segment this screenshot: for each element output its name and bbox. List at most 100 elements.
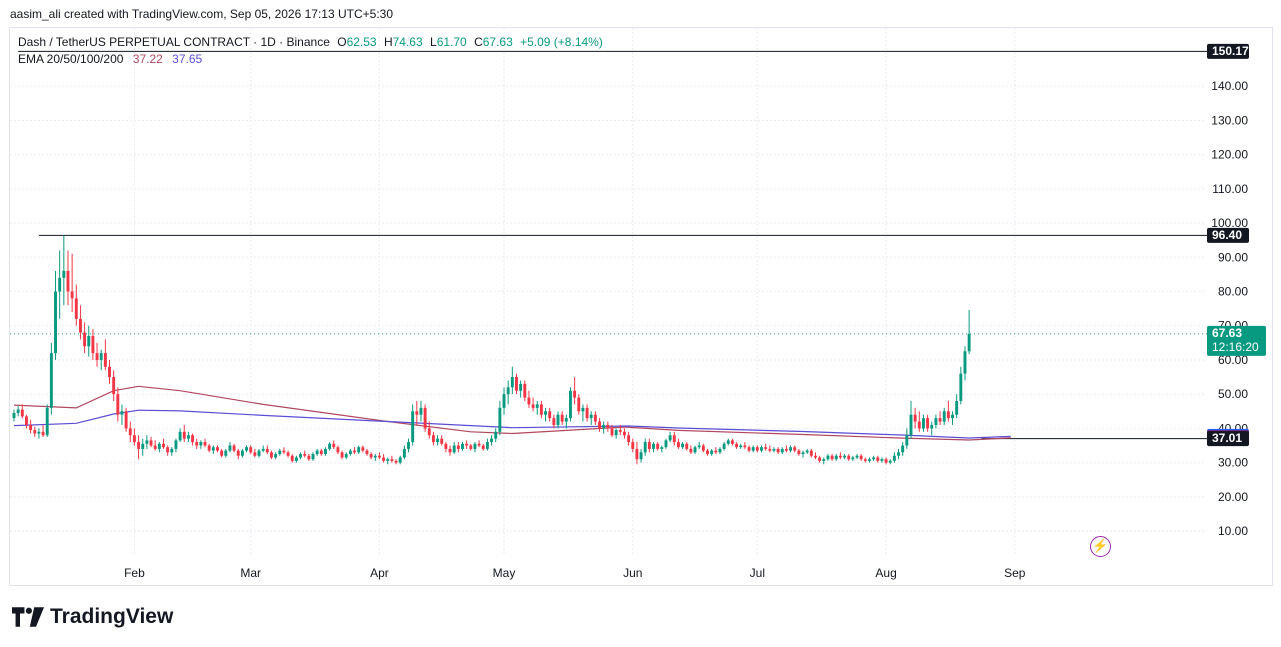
high-label: H bbox=[383, 35, 393, 49]
candle-body bbox=[261, 448, 265, 451]
candle-body bbox=[112, 377, 116, 395]
candle-body bbox=[888, 460, 892, 463]
candle-body bbox=[689, 448, 693, 453]
candle-body bbox=[809, 450, 813, 456]
candle-body bbox=[203, 442, 207, 446]
candle-body bbox=[693, 447, 697, 453]
candle-body bbox=[847, 455, 851, 460]
candle-body bbox=[461, 443, 464, 449]
candle-body bbox=[299, 454, 302, 458]
candle-body bbox=[552, 418, 556, 425]
candle-body bbox=[340, 452, 344, 458]
candle-body bbox=[16, 409, 20, 413]
candle-body bbox=[527, 397, 531, 405]
candle-body bbox=[373, 455, 377, 458]
candle-body bbox=[452, 445, 456, 453]
candle-body bbox=[560, 414, 564, 422]
candle-body bbox=[710, 450, 714, 455]
candle-body bbox=[942, 411, 946, 422]
ema-label: EMA 20/50/100/200 bbox=[18, 52, 124, 66]
y-tick-label: 20.00 bbox=[1218, 490, 1248, 504]
candle-body bbox=[905, 435, 909, 446]
close-label: C bbox=[474, 35, 483, 49]
price-label-text: 37.01 bbox=[1212, 431, 1242, 445]
high-value: 74.63 bbox=[392, 35, 423, 49]
tradingview-logo: TradingView bbox=[12, 605, 173, 629]
candle-body bbox=[311, 454, 315, 460]
candle-body bbox=[448, 448, 452, 453]
candle-body bbox=[456, 445, 460, 449]
candle-body bbox=[66, 270, 70, 292]
candle-body bbox=[357, 447, 361, 453]
candle-body bbox=[394, 460, 398, 463]
candle-body bbox=[913, 414, 917, 422]
candle-body bbox=[701, 445, 705, 451]
candle-body bbox=[564, 418, 568, 422]
candle-body bbox=[784, 448, 788, 451]
candle-body bbox=[544, 411, 548, 415]
candle-body bbox=[519, 383, 523, 391]
price-label-text: 150.17 bbox=[1212, 44, 1249, 58]
candle-body bbox=[132, 435, 136, 443]
candle-body bbox=[315, 450, 319, 455]
candle-body bbox=[614, 430, 618, 436]
candle-body bbox=[589, 414, 593, 419]
candle-body bbox=[33, 430, 37, 434]
candle-body bbox=[137, 442, 141, 449]
brand-name: TradingView bbox=[50, 605, 174, 628]
candle-body bbox=[581, 407, 585, 412]
candle-body bbox=[377, 455, 381, 458]
candle-body bbox=[868, 459, 871, 461]
flash-icon[interactable]: ⚡ bbox=[1090, 536, 1111, 557]
candle-body bbox=[128, 428, 132, 436]
candle-body bbox=[398, 457, 402, 463]
ema-legend: EMA 20/50/100/200 37.22 37.65 bbox=[18, 52, 202, 66]
candle-body bbox=[776, 448, 780, 453]
x-tick-label: Jun bbox=[623, 566, 642, 580]
y-tick-label: 120.00 bbox=[1211, 148, 1248, 162]
symbol-title: Dash / TetherUS PERPETUAL CONTRACT · 1D … bbox=[18, 35, 330, 49]
candle-body bbox=[502, 394, 506, 408]
candle-body bbox=[718, 448, 722, 453]
candle-body bbox=[789, 447, 793, 451]
candle-body bbox=[938, 418, 942, 422]
candle-body bbox=[892, 455, 896, 461]
candle-body bbox=[174, 440, 178, 449]
candle-body bbox=[195, 442, 199, 446]
candle-body bbox=[58, 277, 62, 292]
candle-body bbox=[926, 418, 930, 429]
candle-body bbox=[814, 455, 817, 458]
candle-body bbox=[440, 438, 444, 444]
candle-body bbox=[240, 450, 244, 456]
symbol-legend: Dash / TetherUS PERPETUAL CONTRACT · 1D … bbox=[18, 35, 603, 49]
price-label-box bbox=[1207, 227, 1249, 243]
candle-body bbox=[178, 431, 182, 441]
candle-body bbox=[851, 457, 855, 460]
candle-body bbox=[199, 442, 203, 446]
candle-body bbox=[946, 411, 950, 419]
candle-body bbox=[602, 424, 606, 429]
candle-body bbox=[909, 414, 913, 436]
candle-body bbox=[610, 428, 614, 436]
low-label: L bbox=[430, 35, 437, 49]
candle-body bbox=[419, 407, 423, 415]
x-tick-label: Aug bbox=[875, 566, 896, 580]
candle-body bbox=[921, 418, 925, 429]
candle-body bbox=[714, 450, 718, 453]
candle-body bbox=[598, 421, 601, 429]
candle-body bbox=[822, 459, 826, 461]
candle-body bbox=[369, 454, 373, 458]
candle-body bbox=[730, 440, 734, 444]
candle-body bbox=[639, 452, 643, 460]
y-tick-label: 110.00 bbox=[1212, 182, 1248, 196]
candle-body bbox=[760, 447, 763, 451]
candle-body bbox=[166, 447, 170, 453]
candle-body bbox=[91, 335, 95, 354]
candle-body bbox=[390, 459, 394, 461]
candle-body bbox=[747, 447, 751, 451]
candle-body bbox=[722, 443, 726, 449]
candle-body bbox=[469, 445, 473, 449]
ema-value-b: 37.65 bbox=[172, 52, 203, 66]
candle-body bbox=[70, 291, 74, 299]
